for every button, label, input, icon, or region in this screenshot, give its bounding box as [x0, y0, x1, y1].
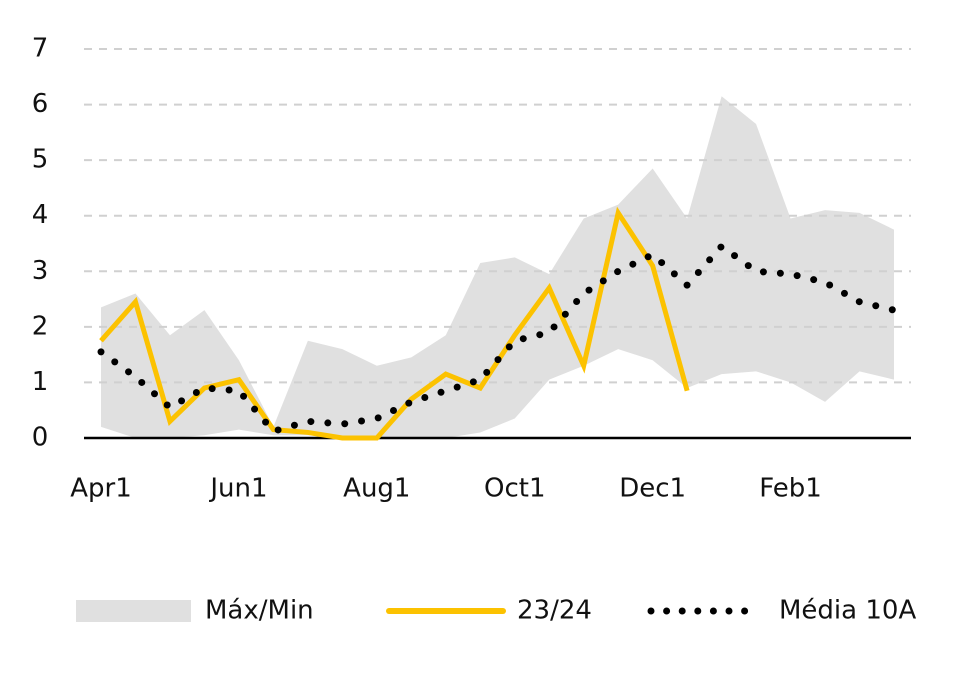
y-tick-label: 6: [32, 89, 49, 119]
x-tick-label: Oct1: [484, 474, 546, 504]
y-tick-label: 1: [32, 367, 49, 397]
y-tick-label: 2: [32, 311, 49, 341]
legend-label: Máx/Min: [205, 596, 314, 626]
range-area: [101, 96, 894, 438]
y-tick-label: 0: [32, 423, 49, 453]
legend-swatch: [76, 600, 191, 622]
x-tick-label: Jun1: [208, 474, 267, 504]
y-tick-label: 5: [32, 145, 49, 175]
y-tick-label: 7: [32, 34, 49, 64]
x-tick-label: Apr1: [70, 474, 132, 504]
legend-label: 23/24: [517, 596, 592, 626]
x-tick-label: Feb1: [759, 474, 822, 504]
legend-label: Média 10A: [779, 596, 916, 626]
y-tick-label: 4: [32, 200, 49, 230]
series-line: [97, 241, 898, 436]
y-tick-label: 3: [32, 256, 49, 286]
x-tick-label: Aug1: [343, 474, 410, 504]
x-tick-label: Dec1: [619, 474, 686, 504]
